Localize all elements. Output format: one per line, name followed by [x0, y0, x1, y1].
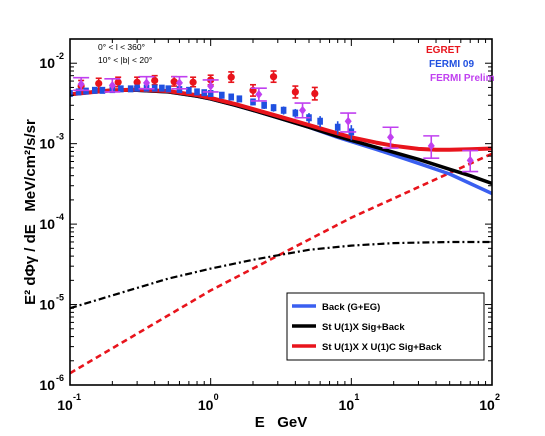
x-tick-label: 10	[479, 397, 495, 413]
datapoint-egret	[151, 76, 159, 85]
region-longitude: 0° < l < 360°	[98, 42, 145, 52]
datapoint-egret	[189, 78, 197, 86]
datapoint-fermi-09	[91, 86, 98, 94]
model-legend-back: Back (G+EG)	[322, 302, 380, 313]
y-tick-label: 10	[39, 377, 55, 393]
y-tick-label: 10	[39, 136, 55, 152]
datapoint-egret	[170, 78, 178, 86]
series-line-back-g-eg	[70, 88, 492, 196]
datapoint-fermi-09	[292, 109, 299, 117]
datapoint-fermi-09	[207, 90, 214, 98]
datapoint-fermi-prelim	[387, 132, 395, 142]
datapoint-egret	[311, 89, 319, 98]
axis-ticks: 10 -1 10 0 10 1 10 210 -610 -510 -410 -310 -2	[39, 38, 500, 413]
datapoint-fermi-09	[236, 95, 243, 103]
datapoint-fermi-prelim	[255, 89, 263, 99]
model-legend-uxuc: St U(1)X X U(1)C Sig+Back	[322, 342, 442, 353]
datapoint-fermi-09	[219, 91, 225, 99]
model-legend: Back (G+EG) St U(1)X Sig+Back St U(1)X X…	[286, 292, 485, 361]
region-annotation: 0° < l < 360° 10° < |b| < 20°	[98, 42, 152, 65]
datapoint-egret	[227, 73, 235, 81]
y-tick-label: 10	[39, 297, 55, 313]
y-axis-label: E² dΦγ / dE MeV/cm²/s/sr	[22, 119, 39, 305]
datapoint-fermi-09	[165, 85, 172, 93]
legend-fermi09: FERMI 09	[429, 59, 474, 70]
x-axis-label: E GeV	[255, 414, 308, 431]
legend-egret: EGRET	[426, 45, 460, 56]
y-tick-label-exponent: -6	[56, 373, 64, 383]
datapoint-fermi-prelim	[466, 155, 474, 165]
datapoint-fermi-09	[99, 86, 106, 94]
datapoint-fermi-09	[186, 86, 192, 94]
x-tick-label-exponent: -1	[73, 392, 81, 402]
datapoint-egret	[133, 78, 141, 86]
datapoint-fermi-prelim	[299, 105, 307, 115]
y-tick-label-exponent: -3	[56, 132, 64, 142]
datapoint-egret	[95, 79, 103, 88]
x-tick-label: 10	[57, 397, 73, 413]
series-line-dashdot-000000	[70, 240, 492, 310]
series-line-st-u-1-x-sig-back	[70, 88, 492, 186]
datapoint-fermi-09	[151, 84, 158, 92]
x-tick-label-exponent: 2	[495, 392, 500, 402]
datapoint-fermi-09	[118, 85, 124, 93]
x-tick-label: 10	[339, 397, 355, 413]
datapoint-fermi-09	[261, 101, 267, 109]
datapoint-fermi-09	[194, 88, 200, 96]
x-tick-label: 10	[198, 397, 214, 413]
datapoint-fermi-09	[270, 104, 277, 112]
data-legend: EGRET FERMI 09 FERMI Prelim	[426, 45, 495, 84]
series-line-dashed-e8141c	[70, 152, 492, 375]
y-tick-label-exponent: -4	[56, 212, 64, 222]
datapoint-egret	[291, 88, 299, 96]
x-tick-label-exponent: 0	[214, 392, 219, 402]
y-tick-label-exponent: -2	[56, 51, 64, 61]
datapoint-fermi-prelim	[207, 81, 215, 91]
plot-frame	[69, 38, 493, 386]
datapoint-egret	[269, 73, 278, 81]
y-tick-label: 10	[39, 55, 55, 71]
region-latitude: 10° < |b| < 20°	[98, 55, 152, 65]
datapoint-egret	[114, 78, 122, 86]
datapoint-fermi-09	[228, 93, 235, 101]
datapoint-fermi-prelim	[143, 78, 151, 88]
y-tick-label: 10	[39, 216, 55, 232]
datapoint-fermi-prelim	[175, 78, 183, 88]
plot-datapoints	[70, 70, 479, 173]
x-tick-label-exponent: 1	[354, 392, 359, 402]
datapoint-fermi-prelim	[344, 116, 352, 126]
datapoint-fermi-09	[280, 106, 287, 114]
model-legend-ux: St U(1)X Sig+Back	[322, 322, 405, 333]
model-legend-box	[286, 292, 485, 361]
datapoint-fermi-09	[70, 90, 73, 98]
y-tick-label-exponent: -5	[56, 293, 64, 303]
datapoint-fermi-09	[317, 117, 323, 125]
datapoint-fermi-09	[75, 88, 82, 96]
datapoint-fermi-09	[159, 84, 165, 92]
datapoint-fermi-09	[334, 123, 341, 131]
series-line-st-u-1-x-x-u-1-c-sig-back	[70, 87, 492, 152]
legend-fermi-prelim: FERMI Prelim	[430, 73, 495, 84]
datapoint-fermi-prelim	[427, 141, 435, 151]
datapoint-fermi-prelim	[77, 79, 85, 89]
datapoint-fermi-prelim	[108, 80, 116, 90]
datapoint-fermi-09	[201, 89, 208, 97]
datapoint-fermi-09	[250, 98, 256, 106]
datapoint-fermi-09	[127, 85, 134, 93]
datapoint-fermi-09	[134, 84, 140, 92]
